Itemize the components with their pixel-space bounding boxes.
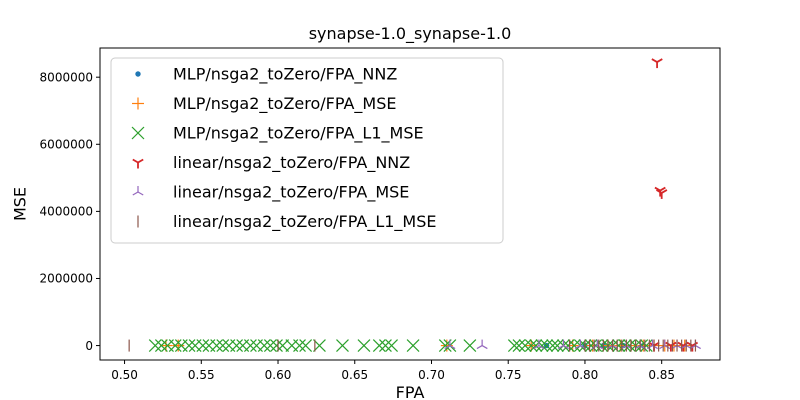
legend-label: MLP/nsga2_toZero/FPA_NNZ xyxy=(173,65,397,85)
data-point xyxy=(476,339,488,350)
legend-marker xyxy=(131,126,145,140)
data-point xyxy=(263,339,277,352)
data-point xyxy=(372,339,386,352)
x-tick-label: 0.70 xyxy=(418,368,445,382)
plot-marks xyxy=(128,58,701,352)
data-point xyxy=(210,339,224,352)
data-point xyxy=(512,339,526,352)
data-point xyxy=(546,339,560,352)
x-tick-label: 0.65 xyxy=(341,368,368,382)
data-point xyxy=(196,339,210,352)
plot-frame xyxy=(99,47,721,361)
data-point xyxy=(656,189,668,199)
legend-label: MLP/nsga2_toZero/FPA_MSE xyxy=(173,94,397,114)
data-point xyxy=(635,339,649,352)
legend-marker xyxy=(132,186,144,196)
x-tick-label: 0.55 xyxy=(188,368,215,382)
data-point xyxy=(216,339,230,352)
data-point xyxy=(595,339,609,352)
data-point xyxy=(561,339,575,352)
data-point xyxy=(651,58,663,69)
legend-marker xyxy=(132,97,144,110)
legend-label: linear/nsga2_toZero/FPA_L1_MSE xyxy=(173,212,436,232)
data-point xyxy=(567,339,581,352)
data-point xyxy=(336,339,349,352)
series-3 xyxy=(648,58,699,352)
x-axis-label: FPA xyxy=(396,383,425,400)
data-point xyxy=(612,339,626,352)
x-tick-label: 0.85 xyxy=(648,368,675,382)
legend-marker xyxy=(135,71,141,77)
legend-label: linear/nsga2_toZero/FPA_MSE xyxy=(173,183,409,203)
series-1 xyxy=(159,339,691,352)
legend-box xyxy=(110,57,504,244)
x-tick-label: 0.50 xyxy=(111,368,138,382)
x-axis: 0.50 0.55 0.60 0.65 0.70 0.75 0.80 0.85 xyxy=(111,360,675,382)
data-point xyxy=(639,339,653,352)
x-tick-label: 0.60 xyxy=(265,368,292,382)
data-point xyxy=(257,339,271,352)
chart-title: synapse-1.0_synapse-1.0 xyxy=(309,24,512,44)
y-tick-label: 0 xyxy=(85,339,93,353)
data-point xyxy=(444,339,456,350)
data-point xyxy=(293,339,306,352)
data-point xyxy=(584,339,598,352)
data-point xyxy=(550,339,564,352)
data-point xyxy=(623,339,636,352)
data-point xyxy=(168,339,182,352)
data-point xyxy=(438,339,452,352)
data-point xyxy=(618,339,632,352)
x-tick-label: 0.75 xyxy=(495,368,522,382)
series-5 xyxy=(128,339,697,352)
data-point xyxy=(540,339,554,352)
data-point xyxy=(154,339,168,352)
data-point xyxy=(406,339,420,352)
data-point xyxy=(230,339,244,352)
legend-marker xyxy=(132,158,144,169)
data-point xyxy=(385,339,399,352)
data-point xyxy=(172,339,185,352)
data-point xyxy=(379,339,392,352)
data-point xyxy=(270,339,283,352)
data-point xyxy=(463,339,477,352)
data-point xyxy=(535,339,549,352)
data-point xyxy=(533,339,545,350)
data-point xyxy=(507,339,521,352)
data-point xyxy=(243,339,257,352)
y-axis-label: MSE xyxy=(11,187,30,221)
legend-label: linear/nsga2_toZero/FPA_NNZ xyxy=(173,153,410,173)
data-point xyxy=(313,339,326,352)
data-point xyxy=(589,339,603,352)
data-point xyxy=(357,339,371,352)
data-point xyxy=(182,339,196,352)
y-tick-label: 4000000 xyxy=(40,205,93,219)
data-point xyxy=(148,339,162,352)
data-point xyxy=(276,339,290,352)
y-tick-label: 8000000 xyxy=(40,70,93,84)
data-point xyxy=(299,339,313,352)
x-tick-label: 0.80 xyxy=(572,368,599,382)
y-axis: 0 2000000 4000000 6000000 8000000 xyxy=(40,70,100,353)
y-tick-label: 6000000 xyxy=(40,137,93,151)
legend: MLP/nsga2_toZero/FPA_NNZ MLP/nsga2_toZero… xyxy=(110,57,504,244)
data-point xyxy=(524,339,538,352)
data-point xyxy=(518,339,532,352)
data-point xyxy=(557,339,569,350)
data-point xyxy=(529,339,543,352)
legend-label: MLP/nsga2_toZero/FPA_L1_MSE xyxy=(173,124,424,144)
y-tick-label: 2000000 xyxy=(40,272,93,286)
